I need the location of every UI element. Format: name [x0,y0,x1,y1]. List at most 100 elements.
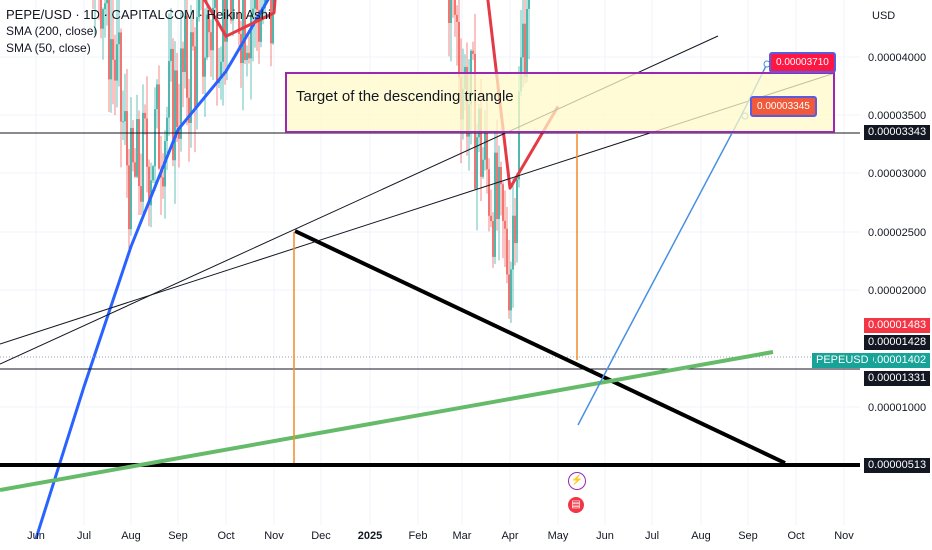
candle-body [204,57,206,77]
candle-body [180,48,182,139]
candle-body [122,121,124,123]
candle-body [186,15,188,98]
candle-body [170,48,172,62]
candle-body [146,118,148,167]
target-zone[interactable] [285,72,835,133]
y-tick-label-0: 0.00004000 [868,52,926,64]
candle-body [106,0,108,4]
candle-body [136,119,138,177]
x-tick-label-11: May [548,530,569,542]
candle-body [456,14,458,22]
price-label-3: 0.00001402 [864,353,931,368]
lightning-event-icon[interactable]: ⚡ [568,472,586,490]
candle-body [256,0,258,10]
target-badge-upper[interactable]: 0.00003710 [769,52,836,73]
candle-body [512,215,514,270]
x-tick-label-10: Apr [501,530,518,542]
x-tick-label-14: Aug [691,530,711,542]
candle-body [516,179,518,244]
indicator-sma200[interactable]: SMA (200, close) [6,24,98,38]
candle-body [162,177,164,187]
candle-body [116,44,118,81]
candle-body [148,166,150,206]
us-flag-event-icon[interactable]: ▤ [568,497,584,513]
candle-body [232,0,234,21]
candle-body [514,215,516,244]
candle-body [522,23,524,58]
x-tick-label-5: Nov [264,530,284,542]
x-tick-label-3: Sep [168,530,188,542]
ascending-trendline [0,350,774,492]
candle-body [114,59,116,81]
candle-body [506,228,508,275]
candle-body [196,17,198,108]
candle-body [126,111,128,166]
candle-body [174,70,176,161]
y-tick-label-4: 0.00002000 [868,285,926,297]
y-axis: 0.00004000 0.00003500 0.00003000 0.00002500… [868,52,926,414]
candle-body [260,12,262,42]
candle-body [134,162,136,177]
candle-body [524,23,526,77]
price-label-2: 0.00001428 [864,335,931,350]
candle-body [108,0,110,80]
x-tick-label-7: 2025 [358,530,382,542]
candle-body [140,186,142,202]
chart-overlays [0,0,860,540]
candle-body [450,0,452,23]
candle-body [152,166,154,181]
candle-body [224,0,226,42]
chart-title: PEPE/USD · 1D · CAPITALCOM · Heikin Ashi [6,7,271,22]
chart-grid [0,0,860,525]
x-tick-label-16: Oct [787,530,804,542]
currency-label[interactable]: USD [872,10,896,22]
x-tick-label-2: Aug [121,530,141,542]
candle-body [270,0,272,44]
candle-body [172,48,174,161]
candle-body [110,39,112,80]
candle-body [166,117,168,142]
candle-body [118,32,120,45]
candle-body [132,127,134,163]
candle-body [212,7,214,51]
candle-body [498,166,500,220]
candle-body [486,132,488,170]
candle-body [484,132,486,160]
candle-body [154,109,156,167]
candle-body [124,111,126,122]
target-badge-lower[interactable]: 0.00003345 [750,96,817,117]
candle-body [510,269,512,311]
candle-body [508,274,510,311]
x-tick-label-8: Feb [409,530,428,542]
x-tick-label-1: Jul [77,530,91,542]
candle-body [502,184,504,221]
candle-body [492,221,494,257]
candle-body [190,32,192,123]
candle-body [206,14,208,58]
candle-body [102,9,104,29]
candle-body [526,8,528,77]
candle-body [518,91,520,180]
indicator-sma50[interactable]: SMA (50, close) [6,41,91,55]
symbol-tag: PEPEUSD [812,353,873,368]
price-label-0: 0.00003343 [864,125,931,140]
x-tick-label-0: Jun [27,530,45,542]
candle-body [248,52,250,59]
chart-legend: PEPE/USD · 1D · CAPITALCOM · Heikin Ashi… [6,6,271,57]
candle-body [192,32,194,47]
candle-body [246,52,248,61]
price-label-4: 0.00001331 [864,371,931,386]
x-tick-label-17: Nov [834,530,854,542]
candle-body [130,127,132,230]
descending-triangle-resistance [294,229,786,465]
candle-body [142,112,144,202]
y-tick-label-2: 0.00003000 [868,168,926,180]
sma-200-line [34,0,270,540]
candle-body [220,61,222,79]
target-label: Target of the descending triangle [296,88,514,105]
candle-body [250,14,252,59]
candle-body [454,0,456,15]
candle-body [238,0,240,34]
candle-body [198,0,200,18]
